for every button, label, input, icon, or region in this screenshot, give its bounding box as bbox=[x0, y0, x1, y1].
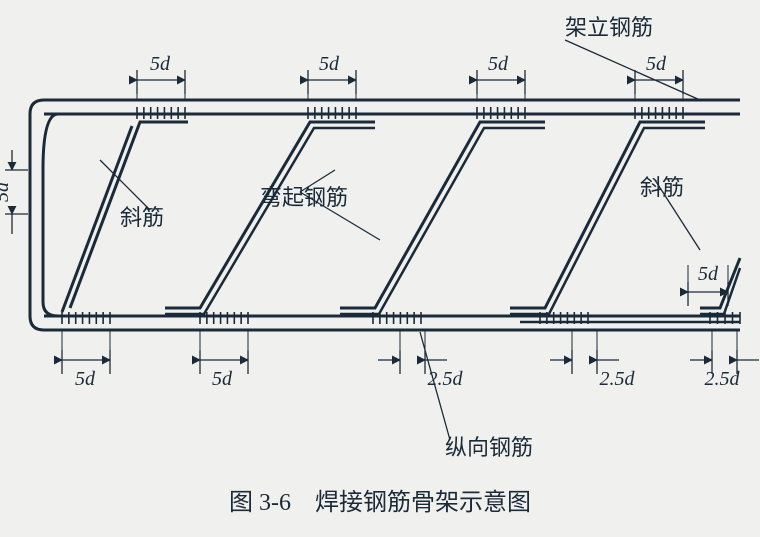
bent-up-bar-3 bbox=[510, 122, 705, 308]
rebar-frame-diagram: 5d5d5d5d5d5d2.5d2.5d2.5d5d5d架立钢筋弯起钢筋斜筋斜筋… bbox=[0, 0, 760, 537]
dim-5d-top-2: 5d bbox=[488, 53, 509, 75]
label-diag-right: 斜筋 bbox=[640, 175, 684, 200]
weld-mark-5 bbox=[200, 312, 248, 324]
weld-mark-6 bbox=[373, 312, 421, 324]
weld-mark-4 bbox=[62, 312, 110, 324]
bent-up-bar-3-b bbox=[510, 128, 705, 314]
dim-5d-top-3: 5d bbox=[646, 53, 667, 75]
label-top-bar: 架立钢筋 bbox=[565, 15, 653, 40]
bent-up-bar-2 bbox=[340, 122, 545, 308]
figure-caption: 图 3-6 焊接钢筋骨架示意图 bbox=[229, 489, 531, 516]
dim-5d-bot-1: 5d bbox=[212, 368, 233, 390]
leader-top-bar bbox=[565, 40, 700, 100]
label-diag-left: 斜筋 bbox=[120, 205, 164, 230]
dim-2.5d-bot-1: 2.5d bbox=[600, 368, 636, 390]
bent-up-bar-2-b bbox=[340, 128, 545, 314]
dim-2.5d-bot-2: 2.5d bbox=[705, 368, 741, 390]
left-hook-bar bbox=[43, 114, 58, 316]
dim-5d-bot-0: 5d bbox=[75, 368, 96, 390]
label-long-bar: 纵向钢筋 bbox=[445, 435, 533, 460]
dim-5d-top-0: 5d bbox=[150, 53, 171, 75]
dim-5d-top-1: 5d bbox=[319, 53, 340, 75]
bent-up-bar-1-b bbox=[165, 128, 375, 314]
bent-up-bar-1 bbox=[165, 122, 375, 308]
dim-5d-left: 5d bbox=[0, 181, 13, 202]
dim-5d-right: 5d bbox=[698, 263, 719, 285]
